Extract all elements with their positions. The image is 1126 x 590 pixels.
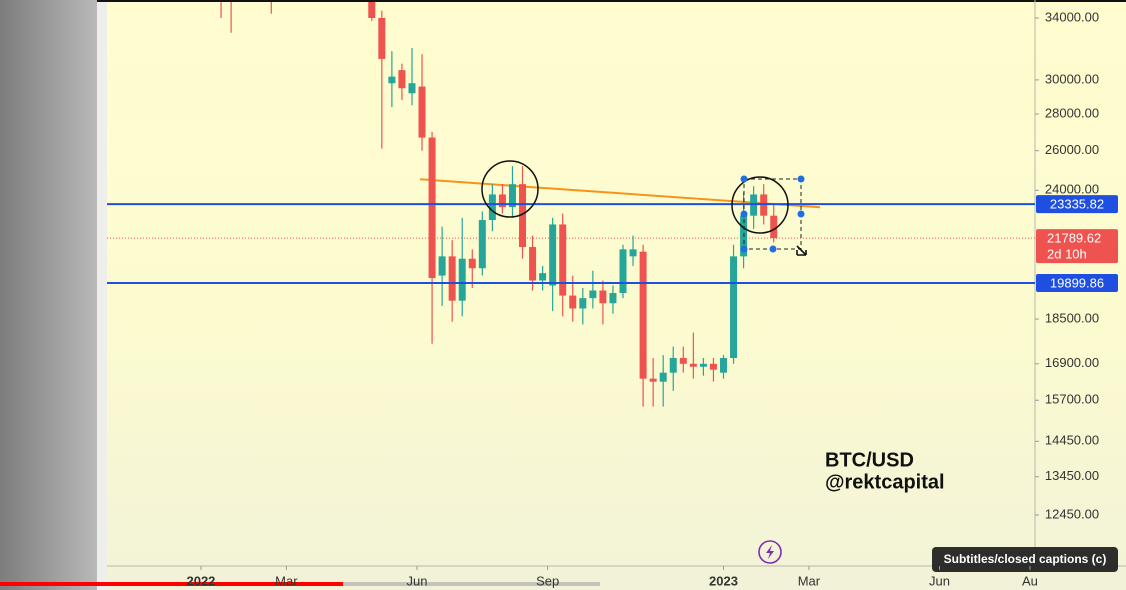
top-edge [97, 0, 1126, 2]
candle-body [639, 251, 647, 379]
x-tick-label: Au [1022, 573, 1038, 588]
overlay [481, 160, 807, 564]
x-tick-label: Jun [407, 573, 428, 588]
lightning-icon [758, 540, 782, 564]
candle-body [629, 249, 637, 257]
y-tick-label: 16900.00 [1045, 355, 1099, 370]
highlight-circle [731, 176, 789, 234]
level-label: 23335.82 [1050, 197, 1104, 212]
candle-body [619, 249, 627, 294]
candle-body [679, 357, 687, 364]
candle-body [669, 357, 677, 373]
side-strip [97, 0, 107, 590]
candle-body [378, 18, 386, 59]
candle-body [589, 290, 597, 299]
y-tick-label: 28000.00 [1045, 105, 1099, 120]
candle-body [428, 137, 436, 279]
level-label-box [1036, 195, 1118, 214]
candle-body [408, 83, 416, 94]
candle-body [559, 224, 567, 296]
candle-body [599, 290, 607, 304]
candle-body [508, 184, 516, 208]
candle-body [519, 184, 527, 248]
side-panel [0, 0, 97, 590]
candle-body [488, 194, 496, 221]
countdown: 2d 10h [1047, 247, 1087, 262]
candle-body [458, 258, 466, 301]
candle-body [398, 70, 406, 89]
x-tick-label: 2023 [709, 573, 738, 588]
candle-body [539, 273, 547, 281]
candle-body [498, 194, 506, 208]
y-tick-label: 14450.00 [1045, 433, 1099, 448]
candle-body [468, 258, 476, 269]
y-tick-label: 24000.00 [1045, 182, 1099, 197]
candle-body [709, 363, 717, 370]
level-label-box [1036, 273, 1118, 292]
plot-area [107, 2, 1035, 407]
candle-body [549, 224, 557, 286]
candle-body [569, 295, 577, 309]
candle-body [478, 220, 486, 269]
caption-hint: Subtitles/closed captions (c) [944, 552, 1107, 566]
y-tick-label: 15700.00 [1045, 392, 1099, 407]
candle-body [689, 363, 697, 367]
y-tick-label: 18500.00 [1045, 310, 1099, 325]
y-tick-label: 30000.00 [1045, 71, 1099, 86]
candle-body [438, 256, 446, 276]
candle-body [529, 247, 537, 281]
watermark: BTC/USD [825, 449, 914, 471]
y-tick-label: 26000.00 [1045, 142, 1099, 157]
last-price-label: 21789.62 [1047, 231, 1101, 246]
candle-body [649, 378, 657, 382]
candle-body [368, 2, 376, 19]
progress-played[interactable] [0, 582, 343, 586]
candle-body [579, 298, 587, 309]
candle-body [388, 76, 396, 84]
y-tick-label: 12450.00 [1045, 506, 1099, 521]
candle-body [418, 86, 426, 138]
level-label: 19899.86 [1050, 275, 1104, 290]
y-tick-label: 13450.00 [1045, 468, 1099, 483]
highlight-circle [481, 160, 539, 218]
candle-body [730, 256, 738, 358]
y-tick-label: 34000.00 [1045, 9, 1099, 24]
candle-body [448, 256, 456, 301]
candle-body [699, 363, 707, 367]
candle-body [609, 293, 617, 304]
x-tick-label: Mar [275, 573, 298, 588]
x-tick-label: Mar [798, 573, 821, 588]
x-tick-label: 2022 [186, 573, 215, 588]
resize-cursor [796, 245, 807, 256]
x-tick-label: Sep [536, 573, 559, 588]
watermark: @rektcapital [825, 471, 945, 493]
last-price-box [1036, 229, 1118, 264]
caption-hint-box [932, 547, 1118, 572]
selection-handles [740, 175, 805, 253]
candle-body [770, 215, 778, 239]
lightning-bolt [766, 545, 774, 559]
candle-body [719, 357, 727, 373]
x-tick-label: Jun [929, 573, 950, 588]
candle-body [659, 372, 667, 382]
